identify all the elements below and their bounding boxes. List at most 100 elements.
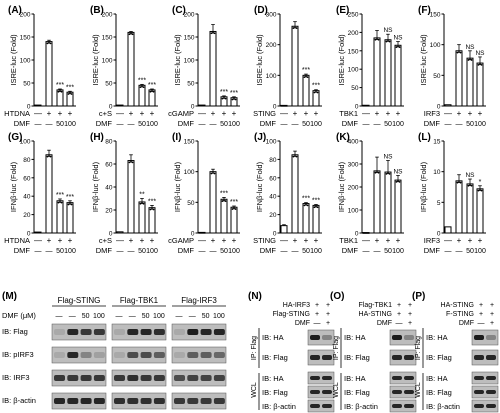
data-point	[459, 181, 462, 184]
stimulus-label: HTDNA	[4, 236, 30, 245]
y-tick-label: 200	[266, 42, 277, 49]
condition-label: Flag-TBK1	[359, 302, 393, 309]
y-axis-label: IFNβ-luc (Fold)	[173, 161, 182, 212]
y-tick-label: 60	[105, 162, 113, 169]
blot-row-label: IB: HA	[426, 333, 448, 342]
stimulus-cell: +	[304, 109, 309, 118]
bar	[394, 44, 402, 107]
data-point	[223, 199, 225, 202]
blot-strip	[389, 329, 417, 346]
dmf-label: DMF	[260, 246, 277, 255]
data-point	[467, 184, 470, 187]
data-point	[479, 189, 481, 191]
dmf-cell: 100	[474, 121, 486, 128]
blot-panel-n: (N) HA-IRF3 + + Flag-STING + + DMF — + IP: Flag IB:…	[248, 291, 335, 413]
blot-strip	[111, 346, 167, 364]
dmf-cell: 100	[392, 248, 404, 255]
blot-band	[486, 390, 496, 394]
y-tick-label: 0	[355, 231, 359, 238]
dmf-cell: 100	[392, 121, 404, 128]
significance-label: ***	[230, 199, 238, 206]
data-point	[69, 92, 71, 95]
blot-row-label: IB: HA	[262, 333, 284, 342]
data-point	[224, 200, 227, 202]
data-point	[387, 40, 389, 42]
data-point	[316, 206, 319, 209]
stimulus-cell: +	[375, 109, 380, 118]
data-point	[46, 42, 49, 45]
data-point	[294, 26, 296, 29]
dmf-cell: 50	[302, 248, 310, 255]
ip-label: IP: Flag	[415, 336, 422, 360]
blot-band	[127, 398, 139, 404]
stimulus-label: c+S	[99, 236, 112, 245]
data-point	[295, 27, 298, 29]
bar	[148, 207, 156, 234]
dmf-cell: —	[363, 121, 370, 128]
y-tick-label: 100	[184, 58, 195, 65]
chart-panel-f: (F)ISRE-luc (Fold)050100150——+—NS+50NS+1…	[418, 5, 486, 128]
condition-cell: +	[490, 302, 494, 309]
blot-band	[127, 329, 139, 335]
panel-label: (I)	[172, 132, 181, 143]
dmf-cell: 100	[228, 121, 240, 128]
y-tick-label: 200	[184, 12, 195, 19]
y-tick-label: 0	[109, 104, 113, 111]
stimulus-cell: —	[34, 236, 42, 245]
data-point	[70, 203, 73, 206]
blot-band	[213, 352, 225, 358]
significance-label: NS	[475, 50, 485, 57]
significance-label: NS	[383, 27, 393, 34]
blot-band	[67, 398, 79, 404]
data-point	[151, 90, 153, 92]
y-tick-label: 10	[433, 169, 441, 176]
panel-label: (H)	[90, 132, 104, 143]
data-point	[67, 203, 70, 206]
blot-row-label: IB: Flag	[2, 327, 28, 336]
blot-band	[322, 390, 332, 394]
data-point	[149, 208, 152, 211]
bar	[466, 183, 474, 234]
data-point	[305, 203, 307, 206]
data-point	[130, 32, 132, 35]
dmf-label: DMF	[342, 246, 359, 255]
y-tick-label: 40	[23, 194, 31, 201]
blot-band	[114, 398, 125, 404]
dmf-cell: —	[210, 121, 217, 128]
significance-label: **	[139, 192, 145, 199]
stimulus-cell: +	[211, 109, 216, 118]
panel-label: (F)	[418, 5, 431, 16]
chart-panel-k: (K) IFNβ-luc (Fold) 0 100 200 300 400 — — + — NS +50…	[336, 132, 404, 255]
blot-band	[54, 375, 65, 381]
chart-panel-h: (H) IFNβ-luc (Fold) 0 20 40 60 80 — — + — ** +50 *** +…	[90, 132, 158, 255]
dmf-cell: 50	[202, 313, 210, 320]
blot-strip	[389, 385, 417, 399]
data-point	[210, 172, 213, 175]
dmf-cell: 100	[228, 248, 240, 255]
significance-label: ***	[56, 192, 64, 199]
data-point	[480, 63, 483, 66]
panel-label: (E)	[336, 5, 349, 16]
blot-row-label: IB: IRF3	[2, 373, 30, 382]
chart-panel-j: (J) IFNβ-luc (Fold) 0 20 40 60 80 100 — — + — *** +50…	[253, 132, 322, 255]
significance-label: ***	[302, 196, 310, 203]
construct-label: Flag-IRF3	[181, 296, 217, 305]
dmf-cell: 50	[82, 313, 90, 320]
blot-band	[322, 376, 332, 380]
stimulus-label: cGAMP	[168, 236, 194, 245]
data-point	[470, 59, 473, 61]
blot-band	[392, 376, 402, 380]
dmf-label: DMF	[178, 119, 195, 128]
data-point	[479, 63, 481, 66]
blot-band	[187, 398, 199, 404]
stimulus-cell: +	[222, 109, 227, 118]
stimulus-cell: +	[396, 109, 401, 118]
y-tick-label: 20	[105, 208, 113, 215]
condition-cell: +	[408, 311, 412, 318]
dmf-cell: —	[374, 248, 381, 255]
y-tick-label: 0	[437, 104, 441, 111]
stimulus-cell: —	[198, 236, 206, 245]
significance-label: ***	[66, 194, 74, 201]
bar	[45, 41, 53, 107]
blot-band	[322, 355, 332, 360]
